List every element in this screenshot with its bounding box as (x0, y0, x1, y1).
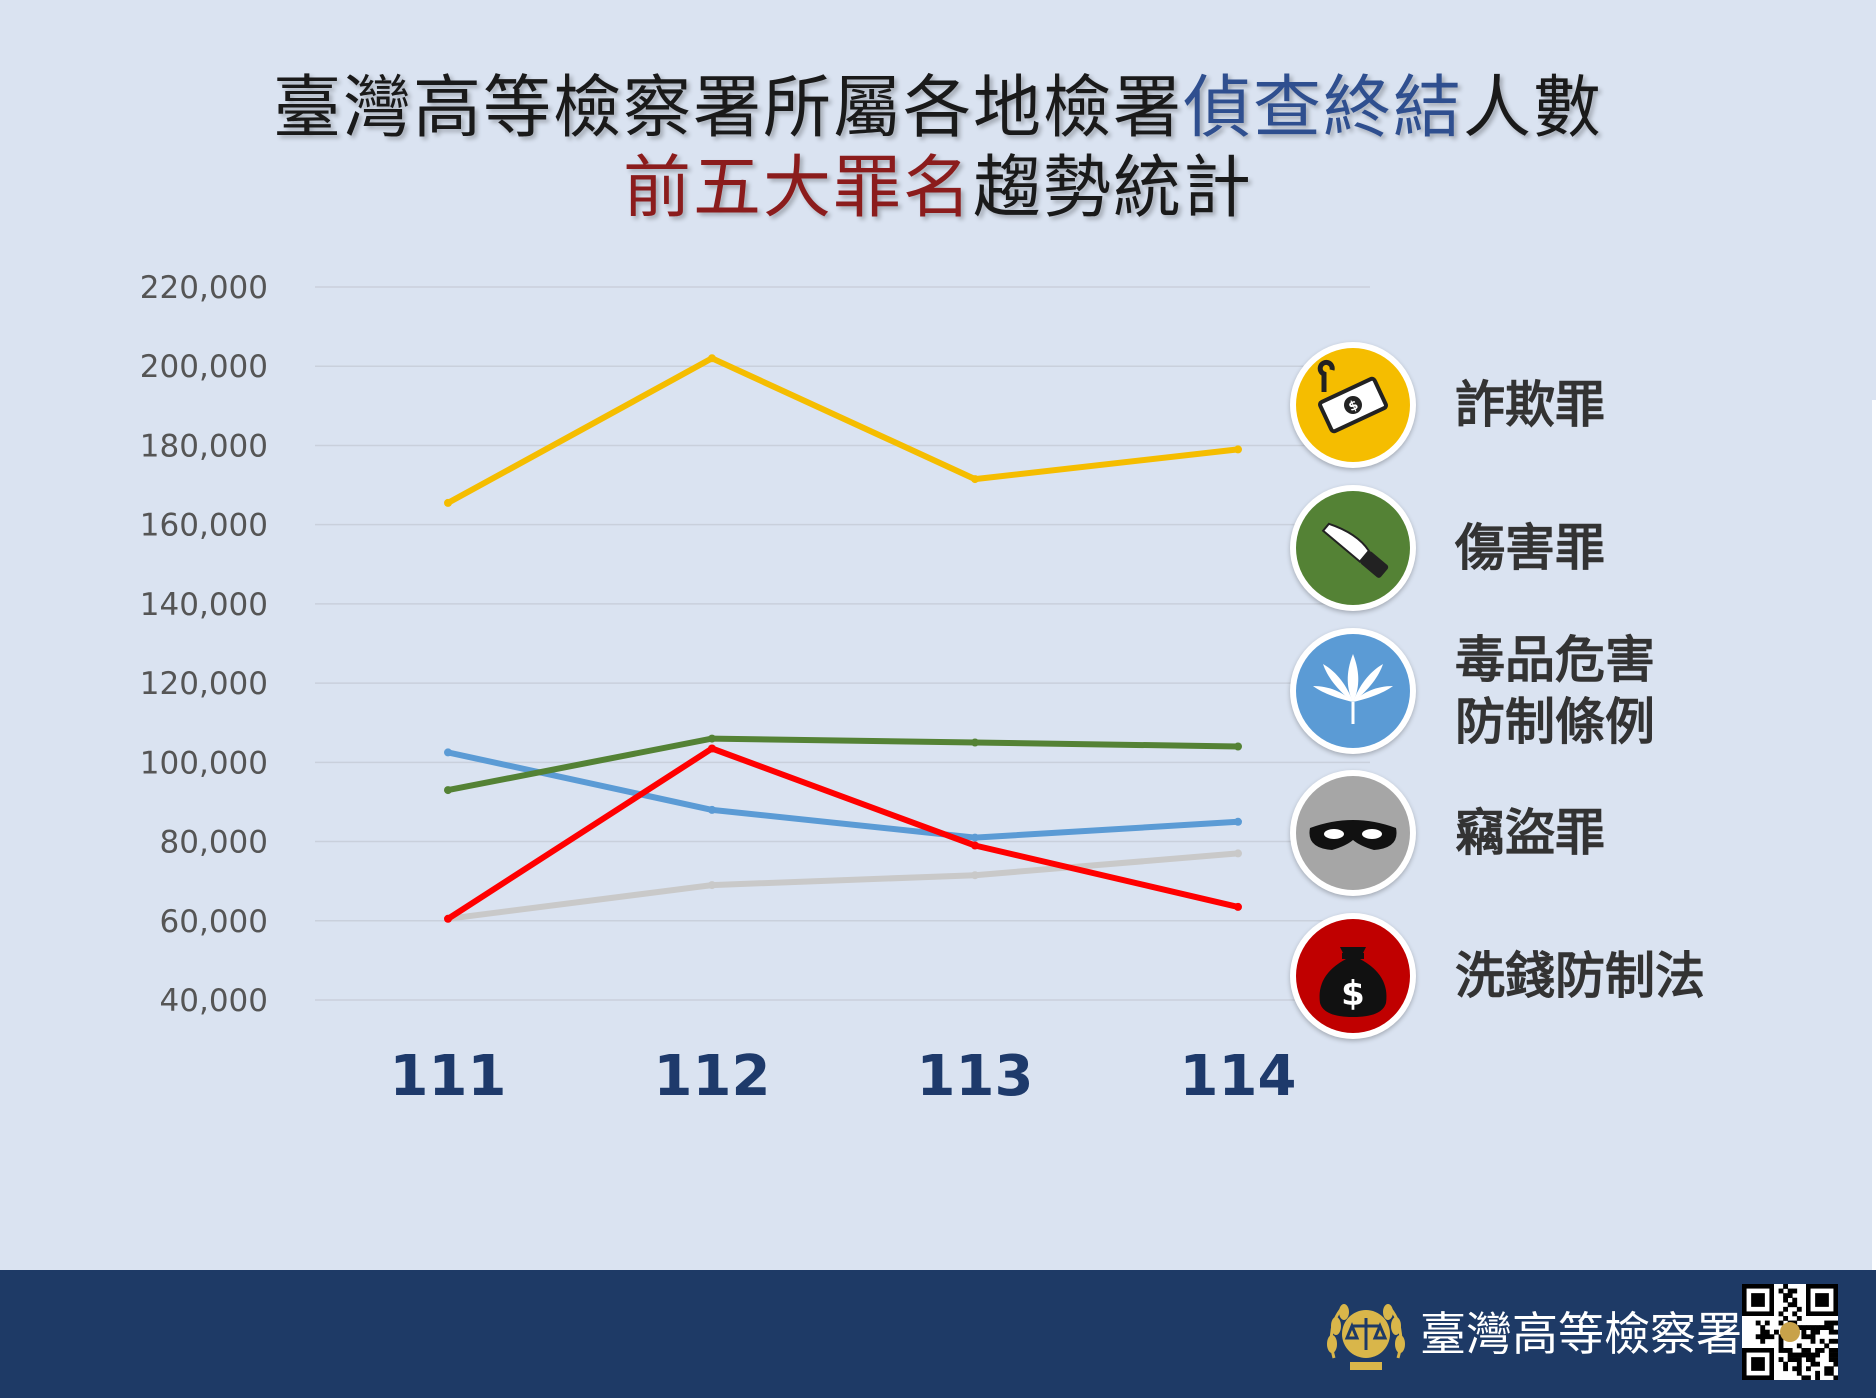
series-0 (444, 354, 1242, 507)
prosecutor-emblem-icon (1327, 1304, 1405, 1370)
x-tick-label: 113 (917, 1044, 1034, 1109)
x-tick-label: 114 (1180, 1044, 1297, 1109)
y-axis-ticks: 220,000 200,000 180,000 160,000 140,000 120,0… (140, 270, 268, 1019)
data-point (971, 833, 979, 842)
series-3 (444, 849, 1242, 923)
y-tick-label: 120,000 (140, 666, 268, 702)
legend-label: 詐欺罪 (1455, 374, 1605, 436)
series-line (445, 850, 1241, 922)
data-point (444, 914, 452, 923)
knife-icon (1290, 485, 1416, 611)
y-tick-label: 140,000 (140, 587, 268, 623)
footer-bar: 臺灣高等檢察署 (0, 1270, 1876, 1398)
series-1 (444, 734, 1242, 795)
series-line (445, 749, 1241, 841)
legend-label: 竊盜罪 (1455, 802, 1605, 864)
data-point (971, 871, 979, 880)
data-point (971, 738, 979, 747)
data-point (708, 734, 716, 743)
x-tick-label: 112 (654, 1044, 771, 1109)
legend-label: 傷害罪 (1455, 517, 1605, 579)
title-line1-segment: 偵查終結 (1182, 69, 1463, 148)
legend-label-line: 毒品危害 (1455, 631, 1655, 689)
y-tick-label: 100,000 (140, 745, 268, 781)
cannabis-leaf-icon (1290, 628, 1416, 754)
legend-label-line: 洗錢防制法 (1455, 947, 1705, 1005)
title-line-1: 臺灣高等檢察署所屬各地檢署偵查終結人數 (0, 52, 1876, 151)
y-tick-label: 80,000 (160, 825, 268, 861)
data-point (1234, 849, 1242, 858)
legend-label-line: 防制條例 (1455, 693, 1655, 751)
data-point (971, 475, 979, 484)
data-point (1234, 742, 1242, 751)
title-line1-segment: 臺灣高等檢察署所屬各地檢署 (272, 69, 1183, 148)
money-hook-icon: $ (1290, 342, 1416, 468)
right-edge-strip (1872, 400, 1876, 1270)
thief-mask-icon (1290, 770, 1416, 896)
money-bag-icon: $ (1290, 913, 1416, 1039)
qr-code-icon[interactable] (1742, 1284, 1838, 1380)
y-tick-label: 220,000 (140, 270, 268, 306)
title-line1-segment: 人數 (1463, 69, 1604, 148)
data-point (708, 744, 716, 753)
legend-label-line: 竊盜罪 (1455, 804, 1605, 862)
x-tick-label: 111 (390, 1044, 507, 1109)
y-tick-label: 200,000 (140, 349, 268, 385)
y-tick-label: 160,000 (140, 508, 268, 544)
legend-label: 洗錢防制法 (1455, 945, 1705, 1007)
legend-label-line: 詐欺罪 (1455, 376, 1605, 434)
data-point (708, 354, 716, 363)
data-point (708, 805, 716, 814)
series-2 (444, 748, 1242, 842)
data-point (444, 498, 452, 507)
chart-grid (315, 286, 1370, 1001)
footer-org-name: 臺灣高等檢察署 (1420, 1307, 1742, 1361)
y-tick-label: 180,000 (140, 428, 268, 464)
data-point (708, 881, 716, 890)
title-line-2: 前五大罪名趨勢統計 (0, 132, 1876, 231)
series-line (445, 735, 1241, 794)
chart-series (444, 354, 1242, 923)
series-line (445, 745, 1241, 922)
data-point (444, 748, 452, 757)
x-axis-ticks: 111 112 113 114 (390, 1044, 1297, 1109)
title-line2-segment: 趨勢統計 (973, 149, 1254, 228)
data-point (1234, 445, 1242, 454)
data-point (971, 841, 979, 850)
svg-text:$: $ (1341, 974, 1365, 1014)
line-chart: 220,000 200,000 180,000 160,000 140,000 120,0… (140, 270, 1370, 1109)
data-point (1234, 902, 1242, 911)
data-point (444, 786, 452, 795)
series-line (445, 355, 1241, 506)
series-4 (444, 744, 1242, 923)
title-line2-segment: 前五大罪名 (622, 149, 973, 228)
y-tick-label: 60,000 (160, 904, 268, 940)
legend-label-line: 傷害罪 (1455, 519, 1605, 577)
y-tick-label: 40,000 (160, 983, 268, 1019)
legend-label: 毒品危害 防制條例 (1455, 629, 1655, 753)
data-point (1234, 817, 1242, 826)
